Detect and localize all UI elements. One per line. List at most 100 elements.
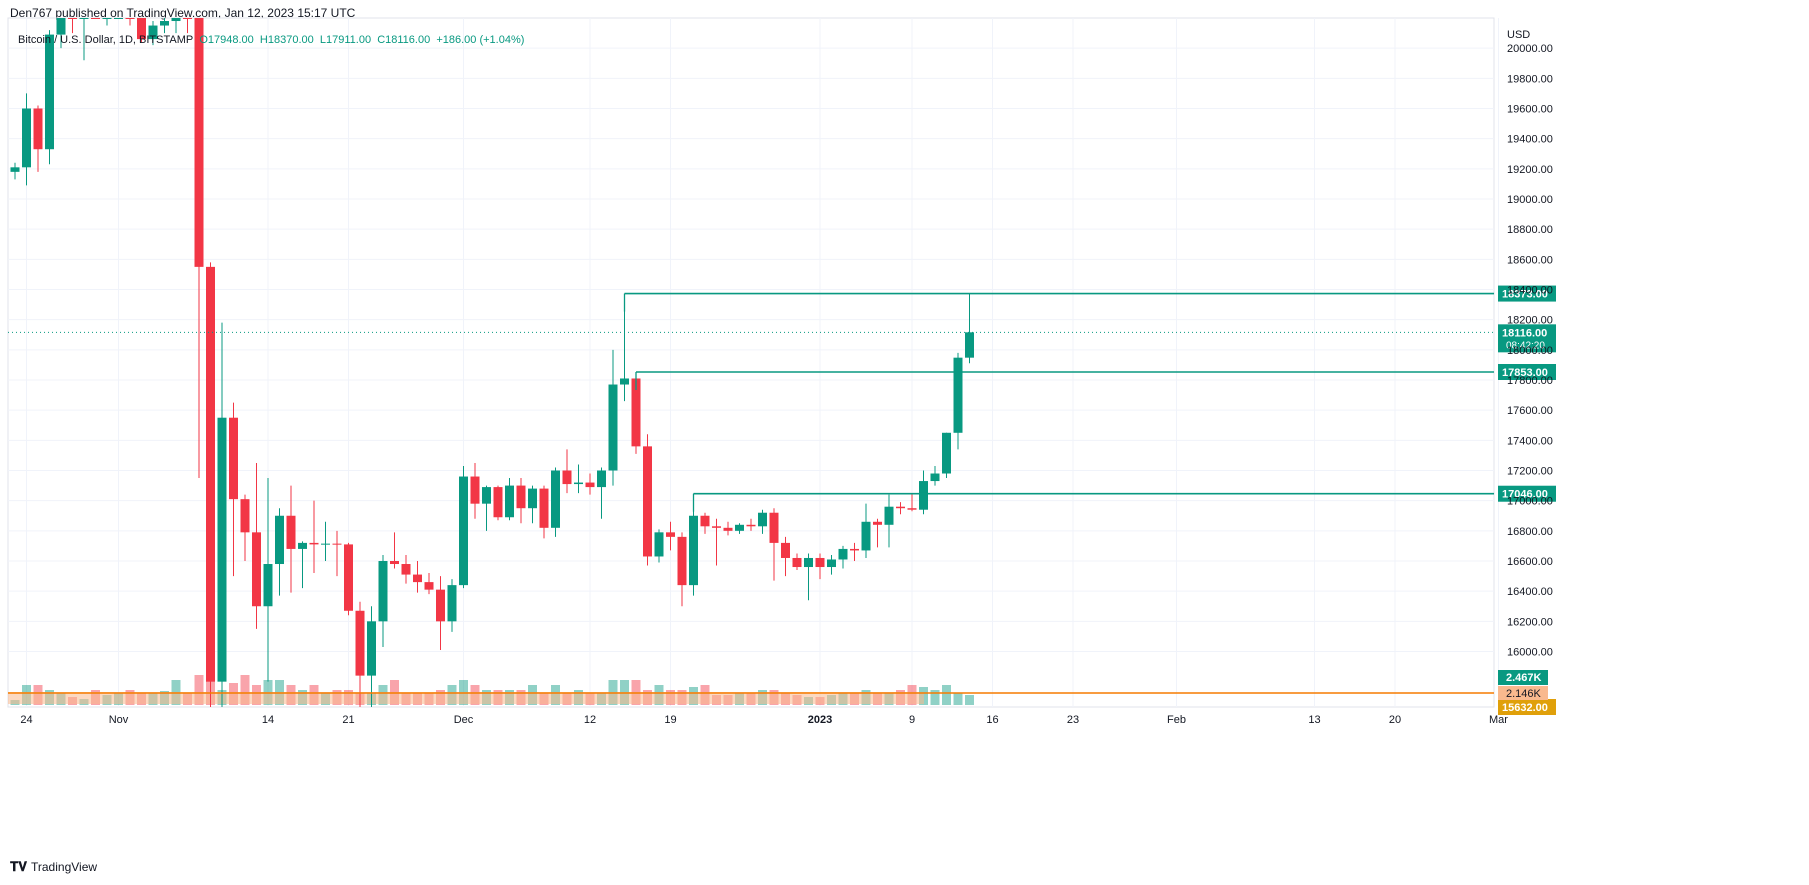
y-tick-label: 17400.00 — [1507, 435, 1553, 447]
candle-body — [447, 585, 457, 622]
x-tick-label: Nov — [109, 714, 129, 726]
x-tick-label: 12 — [584, 714, 596, 726]
candle-body — [378, 560, 388, 622]
candle — [68, 18, 77, 34]
candle-body — [700, 515, 710, 527]
candle — [332, 530, 342, 577]
candle — [516, 478, 526, 524]
x-tick-label: 19 — [664, 714, 676, 726]
candle-body — [102, 18, 112, 19]
y-tick-label: 18600.00 — [1507, 254, 1553, 266]
candle — [114, 18, 123, 19]
y-tick-label: 18200.00 — [1507, 315, 1553, 327]
candle-body — [390, 560, 399, 565]
price-axis: USD 16000.00 16200.00 16400.00 16600.00 16800… — [1507, 29, 1553, 658]
candle — [930, 465, 940, 486]
candle — [746, 518, 756, 531]
candle — [758, 509, 767, 534]
volume-bar — [942, 685, 951, 705]
candle-body — [367, 621, 376, 676]
candle — [942, 432, 951, 479]
candle-body — [424, 582, 434, 590]
candle-body — [171, 18, 181, 22]
candle — [470, 462, 480, 519]
chart-grid — [7, 17, 1499, 708]
candle-body — [252, 532, 261, 607]
candle — [781, 536, 790, 577]
candle — [298, 541, 307, 589]
candle — [712, 518, 721, 566]
candle-body — [907, 508, 917, 510]
current-price-box — [1498, 324, 1556, 353]
candle-body — [873, 521, 882, 525]
x-tick-label: Mar — [1489, 714, 1508, 726]
candle — [102, 18, 112, 26]
candle-body — [482, 487, 491, 504]
current-price-label: 18116.00 — [1502, 327, 1547, 339]
candle-body — [10, 167, 20, 172]
candle-body — [309, 542, 319, 545]
candle-body — [654, 532, 664, 557]
change-value: +186.00 (+1.04%) — [436, 34, 525, 46]
candle — [275, 508, 284, 596]
candle — [125, 18, 135, 26]
candle-body — [689, 515, 698, 586]
candle — [735, 523, 744, 534]
candle — [413, 560, 422, 593]
tradingview-logo[interactable]: 𝐓𝐕 TradingView — [10, 859, 97, 875]
candle — [792, 553, 802, 571]
candle — [240, 494, 250, 561]
candle — [148, 21, 158, 46]
countdown-label: 08:42:20 — [1506, 340, 1545, 351]
candle — [907, 493, 917, 512]
candle-body — [804, 557, 813, 568]
candle — [160, 18, 169, 34]
volume-bar — [965, 695, 974, 705]
volume-last-box — [1498, 670, 1548, 685]
candle-body — [631, 378, 641, 447]
x-tick-label: 21 — [342, 714, 354, 726]
candle-body — [884, 506, 894, 525]
candle — [884, 494, 894, 548]
candle-body — [827, 559, 836, 568]
candle — [390, 532, 399, 569]
candle-body — [942, 432, 951, 474]
candle-body — [332, 543, 342, 545]
candle-body — [286, 515, 296, 549]
publish-header: Den767 published on TradingView.com, Jan… — [10, 6, 355, 20]
low-value: L17911.00 — [319, 34, 372, 46]
candle-body — [240, 499, 250, 533]
candle-body — [33, 108, 43, 150]
candle — [493, 485, 503, 521]
candle-body — [160, 21, 169, 26]
candle-body — [643, 446, 652, 557]
volume-ma-label: 2.146K — [1506, 688, 1542, 700]
candle-body — [401, 564, 411, 575]
volume-bar — [194, 675, 204, 705]
candle — [424, 573, 434, 595]
candle — [252, 462, 261, 629]
candle-body — [505, 485, 514, 518]
y-tick-label: 16600.00 — [1507, 556, 1553, 568]
candle — [171, 18, 181, 34]
candle-body — [275, 515, 284, 565]
candles — [10, 18, 974, 707]
candle — [551, 467, 560, 537]
y-tick-label: 19400.00 — [1507, 134, 1553, 146]
candle — [33, 105, 43, 172]
candle — [183, 18, 192, 34]
candle-body — [459, 476, 468, 586]
candle — [206, 262, 215, 707]
candle-body — [91, 18, 100, 19]
candle — [700, 512, 710, 534]
y-tick-label: 19800.00 — [1507, 73, 1553, 85]
candle-body — [781, 542, 790, 558]
candle — [815, 553, 825, 580]
candle-body — [792, 557, 802, 568]
x-tick-label: 16 — [986, 714, 998, 726]
candle — [482, 485, 491, 531]
level-label-box — [1498, 485, 1556, 502]
candle — [22, 93, 31, 186]
candle — [838, 545, 848, 569]
